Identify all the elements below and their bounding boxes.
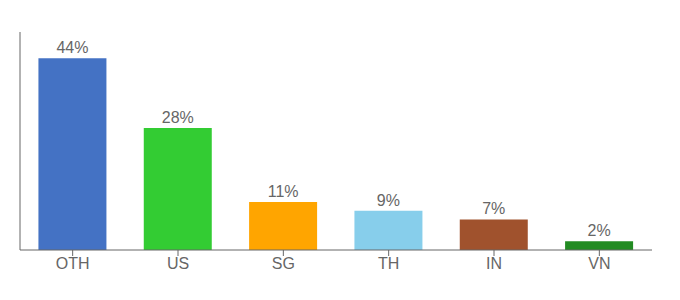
svg-text:9%: 9% xyxy=(377,192,400,209)
svg-text:11%: 11% xyxy=(268,183,299,200)
svg-text:OTH: OTH xyxy=(56,255,90,272)
svg-text:7%: 7% xyxy=(482,200,505,217)
svg-text:US: US xyxy=(167,255,189,272)
svg-text:2%: 2% xyxy=(588,222,611,239)
svg-text:IN: IN xyxy=(486,255,502,272)
svg-text:VN: VN xyxy=(588,255,610,272)
svg-text:SG: SG xyxy=(272,255,295,272)
svg-text:TH: TH xyxy=(378,255,399,272)
svg-text:28%: 28% xyxy=(162,109,194,126)
svg-text:44%: 44% xyxy=(56,39,88,56)
